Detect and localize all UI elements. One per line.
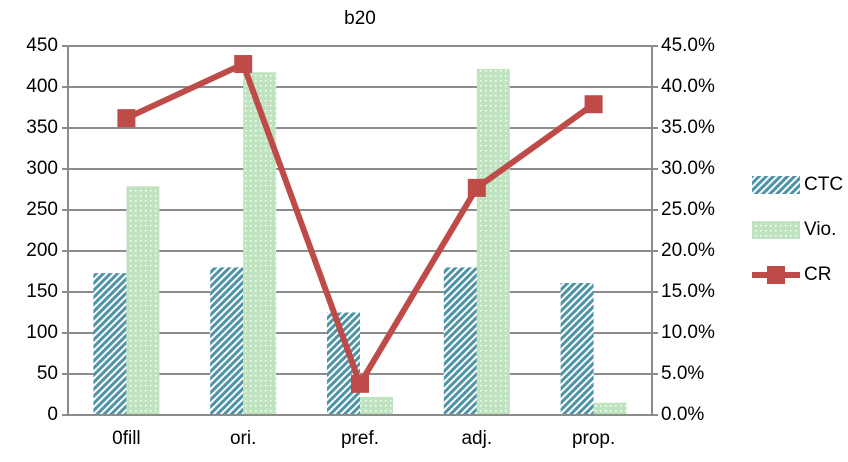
bar [560,282,594,415]
y2-tick-label: 0.0% [661,404,704,425]
bar [360,396,393,415]
legend-marker [767,266,785,284]
y-tick-label: 0 [47,404,58,425]
y-tick-label: 100 [26,322,58,343]
bar [593,402,627,415]
marker [234,55,253,74]
legend-label: Vio. [804,219,836,240]
y-tick-label: 350 [26,117,58,138]
bar [210,267,244,415]
y2-tick-label: 45.0% [661,35,715,56]
legend-swatch [752,221,800,239]
y2-tick-label: 30.0% [661,158,715,179]
bar [476,68,510,416]
marker [117,109,136,128]
y2-tick-label: 5.0% [661,363,704,384]
y-tick-label: 300 [26,158,58,179]
y2-tick-label: 25.0% [661,199,715,220]
y2-tick-label: 10.0% [661,322,715,343]
marker [351,374,369,393]
x-tick-label: 0fill [112,428,141,449]
x-tick-label: adj. [461,428,492,449]
y-tick-label: 400 [26,76,58,97]
x-tick-label: ori. [230,428,256,449]
legend-swatch [752,176,800,194]
y-tick-label: 200 [26,240,58,261]
y-tick-label: 450 [26,35,58,56]
bar [243,72,277,416]
x-tick-label: pref. [341,428,379,449]
bar [443,267,477,415]
marker [467,178,486,197]
y2-tick-label: 40.0% [661,76,715,97]
x-tick-label: prop. [572,428,615,449]
marker [584,95,603,114]
bar [93,273,127,415]
y2-tick-label: 35.0% [661,117,715,138]
chart-title: b20 [344,8,376,29]
y-tick-label: 250 [26,199,58,220]
y-tick-label: 150 [26,281,58,302]
bar [126,186,160,415]
y2-tick-label: 15.0% [661,281,715,302]
y-tick-label: 50 [37,363,58,384]
legend-label: CTC [804,174,843,195]
legend-label: CR [804,264,831,285]
y2-tick-label: 20.0% [661,240,715,261]
